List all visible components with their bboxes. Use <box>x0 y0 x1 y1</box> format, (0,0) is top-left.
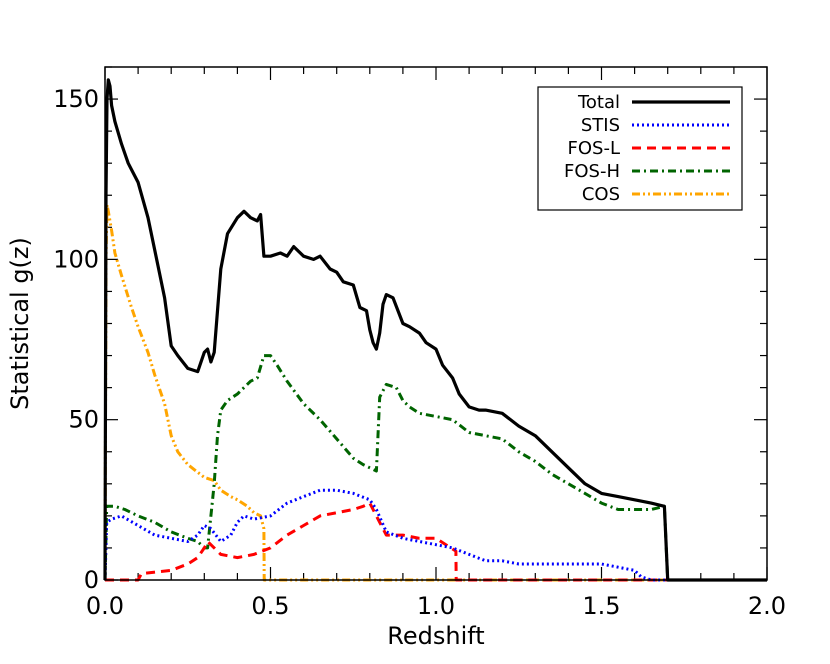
plot-frame <box>104 66 768 581</box>
series-line-cos <box>103 203 767 582</box>
series-line-fos-l <box>105 501 767 582</box>
x-tick-label: 2.0 <box>748 592 786 620</box>
y-tick-label: 150 <box>53 85 99 113</box>
legend-label: Total <box>577 92 620 113</box>
series-line-stis <box>103 488 767 582</box>
x-tick-label: 1.5 <box>582 592 620 620</box>
x-tick-label: 1.0 <box>417 592 455 620</box>
y-tick-label: 50 <box>68 406 99 434</box>
series-line-total <box>103 78 767 582</box>
x-tick-label: 0.0 <box>86 592 124 620</box>
y-tick-label: 0 <box>84 566 99 594</box>
legend-label: FOS-H <box>564 161 620 182</box>
y-tick-label: 100 <box>53 245 99 273</box>
x-tick-label: 0.5 <box>251 592 289 620</box>
y-axis-title: Statistical g(z) <box>6 237 34 410</box>
x-axis-title: Redshift <box>387 622 484 650</box>
legend-label: STIS <box>581 115 620 136</box>
legend-label: FOS-L <box>568 138 620 159</box>
y-tick-labels: 0 50 100 150 <box>53 85 99 594</box>
x-tick-labels: 0.0 0.5 1.0 1.5 2.0 <box>86 592 786 620</box>
legend-label: COS <box>582 184 620 205</box>
